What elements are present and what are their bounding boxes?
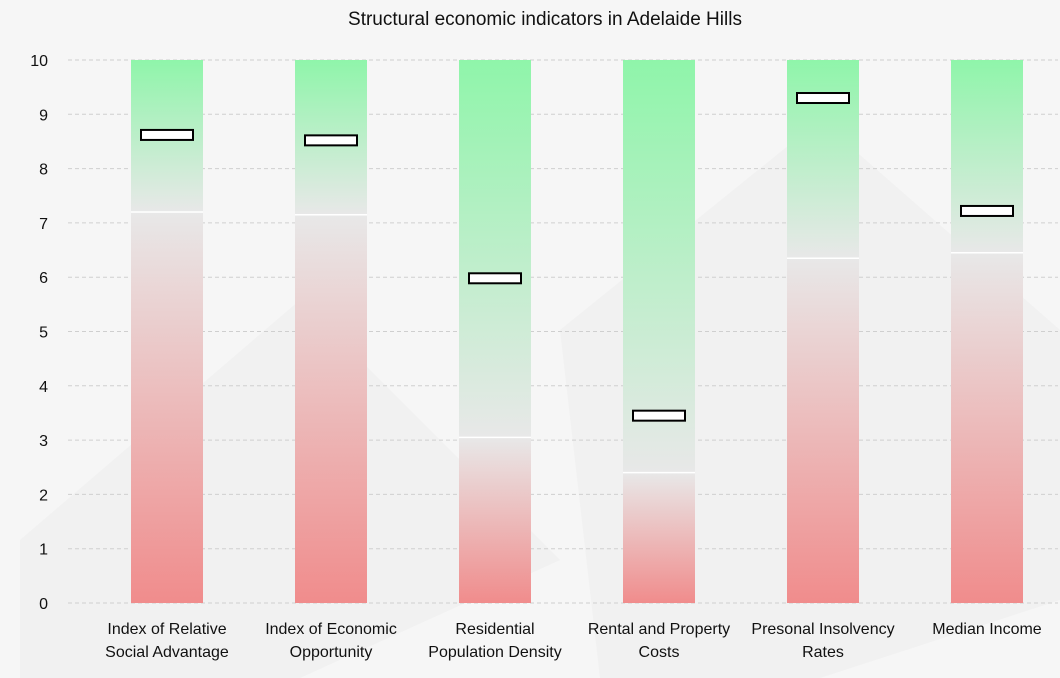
- x-axis-labels: Index of Relative Social Advantage Index o…: [105, 621, 1042, 661]
- y-tick-label: 4: [39, 379, 48, 396]
- y-tick-label: 5: [39, 325, 48, 342]
- value-marker: [140, 128, 194, 141]
- x-tick-label: Presonal Insolvency: [751, 621, 894, 638]
- x-tick-label: Costs: [639, 644, 680, 661]
- value-marker: [960, 204, 1014, 217]
- y-tick-label: 9: [39, 107, 48, 124]
- bar-lower-segment: [131, 212, 203, 604]
- y-tick-label: 10: [30, 53, 48, 70]
- x-tick-label: Residential: [455, 621, 534, 638]
- bar-lower-segment: [787, 258, 859, 603]
- value-marker: [632, 409, 686, 422]
- y-tick-label: 1: [39, 542, 48, 559]
- x-tick-label: Median Income: [932, 621, 1041, 638]
- y-tick-label: 6: [39, 270, 48, 287]
- value-marker: [468, 272, 522, 285]
- x-tick-label: Social Advantage: [105, 644, 229, 661]
- x-tick-label: Index of Economic: [265, 621, 397, 638]
- bar-lower-segment: [295, 214, 367, 603]
- x-tick-label: Rates: [802, 644, 844, 661]
- value-marker: [796, 92, 850, 105]
- y-tick-label: 0: [39, 596, 48, 613]
- bar-lower-segment: [951, 252, 1023, 603]
- bar-upper-segment: [951, 60, 1023, 253]
- y-tick-label: 8: [39, 162, 48, 179]
- y-tick-label: 3: [39, 433, 48, 450]
- bar-upper-segment: [787, 60, 859, 259]
- x-tick-label: Rental and Property: [588, 621, 730, 638]
- x-tick-label: Index of Relative: [107, 621, 226, 638]
- bar-upper-segment: [623, 60, 695, 473]
- value-marker: [304, 134, 358, 147]
- x-tick-label: Population Density: [428, 644, 561, 661]
- chart-title: Structural economic indicators in Adelai…: [348, 9, 742, 30]
- y-tick-label: 2: [39, 487, 48, 504]
- x-tick-label: Opportunity: [290, 644, 373, 661]
- markers: [140, 92, 1014, 422]
- bar-lower-segment: [459, 437, 531, 603]
- y-tick-label: 7: [39, 216, 48, 233]
- gridlines: [68, 59, 1058, 604]
- bar-lower-segment: [623, 472, 695, 603]
- bar-upper-segment: [459, 60, 531, 438]
- y-axis-ticks: 0 1 2 3 4 5 6 7 8 9 10: [30, 53, 48, 613]
